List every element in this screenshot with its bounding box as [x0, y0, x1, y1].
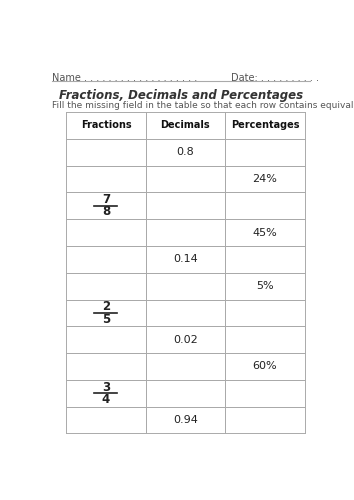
Text: 60%: 60% — [253, 362, 277, 372]
Text: 5: 5 — [102, 312, 110, 326]
Text: 24%: 24% — [253, 174, 278, 184]
Text: 2: 2 — [102, 300, 110, 313]
Text: 0.02: 0.02 — [173, 334, 198, 344]
Text: 45%: 45% — [253, 228, 278, 237]
Text: 0.8: 0.8 — [177, 147, 194, 157]
Text: Fractions: Fractions — [81, 120, 131, 130]
Text: Date: . . . . . . . . . .: Date: . . . . . . . . . . — [231, 74, 319, 84]
Text: 8: 8 — [102, 206, 110, 218]
Text: Name . . . . . . . . . . . . . . . . . . .: Name . . . . . . . . . . . . . . . . . .… — [52, 74, 198, 84]
Text: Percentages: Percentages — [231, 120, 299, 130]
Text: 7: 7 — [102, 193, 110, 206]
Text: 0.14: 0.14 — [173, 254, 198, 264]
Text: 3: 3 — [102, 380, 110, 394]
Text: 5%: 5% — [256, 281, 274, 291]
Text: Fractions, Decimals and Percentages: Fractions, Decimals and Percentages — [59, 89, 303, 102]
Text: Decimals: Decimals — [161, 120, 210, 130]
Text: 0.94: 0.94 — [173, 415, 198, 425]
Text: 4: 4 — [102, 393, 110, 406]
Text: Fill the missing field in the table so that each row contains equivalent values:: Fill the missing field in the table so t… — [52, 101, 354, 110]
